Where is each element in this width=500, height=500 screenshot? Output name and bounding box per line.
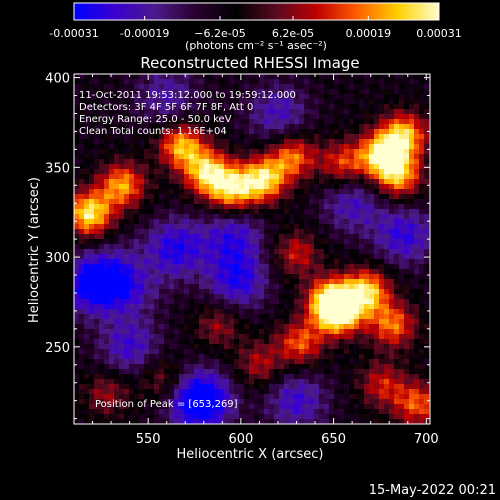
colorbar-ticks: -0.00031 -0.00019 −6.2e-05 6.2e-05 0.00019 0.… [49,16,462,40]
y-tick-label: 350 [45,161,70,176]
colorbar-tick-label: -0.00019 [120,27,169,40]
colorbar-unit-label: (photons cm⁻² s⁻¹ asec⁻²) [185,39,327,52]
y-axis-label: Heliocentric Y (arcsec) [27,177,42,323]
colorbar-tick-label: −6.2e-05 [194,27,245,40]
x-tick-label: 700 [414,432,439,447]
chart-title: Reconstructed RHESSI Image [140,54,359,72]
colorbar-tick-label: 0.00019 [346,27,392,40]
colorbar-tick-label: -0.00031 [49,27,98,40]
x-tick-label: 550 [136,432,161,447]
y-tick-label: 400 [45,72,70,87]
heatmap-image [74,74,430,424]
plot-frame [73,73,431,425]
peak-position-label: Position of Peak = [653,269] [95,399,238,410]
y-tick-label: 250 [45,341,70,356]
info-line: Detectors: 3F 4F 5F 6F 7F 8F, Att 0 [79,102,253,113]
colorbar-tick-label: 0.00031 [416,27,462,40]
info-line: Clean Total counts: 1.16E+04 [79,126,227,137]
x-tick-label: 600 [228,432,253,447]
info-line: Energy Range: 25.0 - 50.0 keV [79,114,232,125]
colorbar-tick-label: 6.2e-05 [272,27,314,40]
colorbar [73,2,440,21]
axis-ticks: 550 600 650 700 250 300 350 400 [45,72,439,447]
x-axis-label: Heliocentric X (arcsec) [177,447,324,462]
x-tick-label: 650 [321,432,346,447]
y-tick-label: 300 [45,251,70,266]
info-line: 11-Oct-2011 19:53:12.000 to 19:59:12.000 [79,90,296,101]
observation-info: 11-Oct-2011 19:53:12.000 to 19:59:12.000… [79,90,296,137]
timestamp: 15-May-2022 00:21 [369,483,496,498]
